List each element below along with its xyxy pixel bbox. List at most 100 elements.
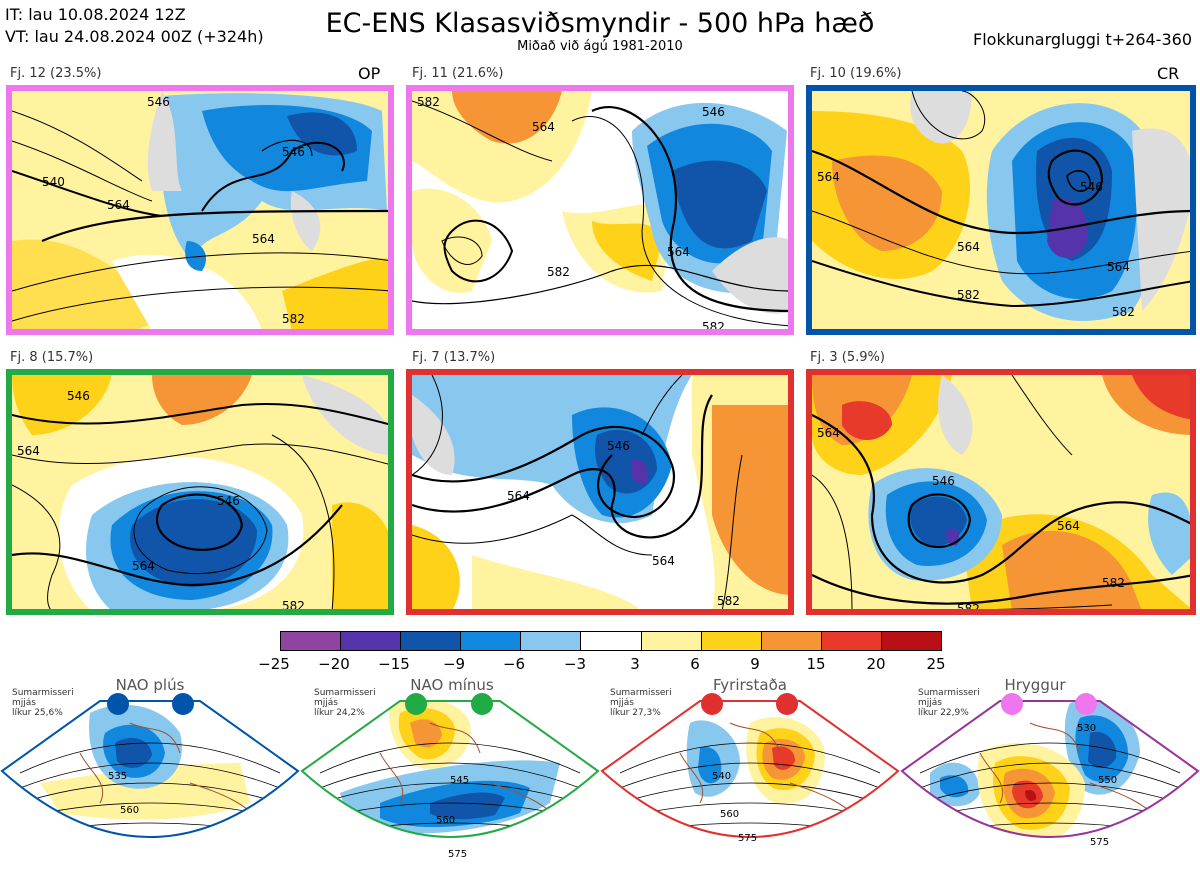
contour-label: 564 bbox=[957, 240, 980, 254]
season-label: Sumarmisseri bbox=[314, 688, 376, 698]
contour-label: 560 bbox=[720, 809, 739, 820]
colorbar bbox=[280, 631, 942, 651]
contour-label: 546 bbox=[702, 105, 725, 119]
contour-label: 540 bbox=[712, 771, 731, 782]
regime-info: Sumarmisseri mjjás líkur 24,2% bbox=[314, 688, 376, 718]
contour-label: 546 bbox=[67, 389, 90, 403]
contour-label: 546 bbox=[1080, 180, 1103, 194]
page-title: EC-ENS Klasasviðsmyndir - 500 hPa hæð bbox=[325, 8, 875, 39]
colorbar-tick: −25 bbox=[258, 655, 290, 673]
regime-name: NAO mínus bbox=[410, 676, 494, 694]
cluster-map-11[interactable]: 582 564 546 564 582 582 bbox=[406, 85, 794, 335]
init-time: IT: lau 10.08.2024 12Z bbox=[5, 5, 186, 24]
contour-label: 560 bbox=[120, 805, 139, 816]
contour-label: 575 bbox=[1090, 837, 1109, 848]
regime-map-nao-plus[interactable]: 535 560 bbox=[0, 693, 300, 868]
regime-map-ridge[interactable]: 530 550 575 bbox=[900, 693, 1200, 868]
valid-time: VT: lau 24.08.2024 00Z (+324h) bbox=[5, 27, 264, 46]
contour-label: 582 bbox=[547, 265, 570, 279]
probability-label: líkur 25,6% bbox=[12, 708, 63, 718]
contour-label: 564 bbox=[652, 554, 675, 568]
cluster-map-10[interactable]: 564 546 564 564 582 582 bbox=[806, 85, 1196, 335]
season-label: Sumarmisseri bbox=[918, 688, 980, 698]
contour-label: 564 bbox=[252, 232, 275, 246]
contour-label: 546 bbox=[147, 95, 170, 109]
season-label: Sumarmisseri bbox=[610, 688, 672, 698]
regime-marker-dot bbox=[172, 693, 194, 715]
contour-label: 540 bbox=[42, 175, 65, 189]
contour-label: 535 bbox=[108, 771, 127, 782]
colorbar-swatch bbox=[821, 632, 882, 650]
colorbar-swatch bbox=[281, 632, 342, 650]
colorbar-tick: 3 bbox=[630, 655, 640, 673]
page-subtitle: Miðað við ágú 1981-2010 bbox=[517, 39, 683, 54]
colorbar-swatch bbox=[521, 632, 582, 650]
months-label: mjjás bbox=[918, 698, 942, 708]
contour-label: 530 bbox=[1077, 723, 1096, 734]
probability-label: líkur 24,2% bbox=[314, 708, 365, 718]
panel-label: Fj. 3 (5.9%) bbox=[810, 350, 885, 365]
colorbar-tick: −6 bbox=[502, 655, 526, 673]
regime-marker-dot bbox=[471, 693, 493, 715]
regime-name: NAO plús bbox=[115, 676, 185, 694]
contour-label: 546 bbox=[932, 474, 955, 488]
regime-map-nao-minus[interactable]: 545 560 575 bbox=[300, 693, 600, 868]
panel-label: Fj. 11 (21.6%) bbox=[412, 66, 504, 81]
probability-label: líkur 27,3% bbox=[610, 708, 661, 718]
contour-label: 564 bbox=[532, 120, 555, 134]
regime-info: Sumarmisseri mjjás líkur 25,6% bbox=[12, 688, 74, 718]
colorbar-swatch bbox=[581, 632, 642, 650]
months-label: mjjás bbox=[610, 698, 634, 708]
colorbar-swatch bbox=[461, 632, 522, 650]
regime-info: Sumarmisseri mjjás líkur 27,3% bbox=[610, 688, 672, 718]
contour-label: 564 bbox=[107, 198, 130, 212]
cluster-map-8[interactable]: 564 546 546 564 582 bbox=[6, 369, 394, 615]
colorbar-tick: −9 bbox=[442, 655, 466, 673]
colorbar-tick: 15 bbox=[806, 655, 826, 673]
cluster-map-7[interactable]: 546 564 564 582 bbox=[406, 369, 794, 615]
contour-label: 582 bbox=[957, 288, 980, 302]
panel-label: Fj. 10 (19.6%) bbox=[810, 66, 902, 81]
regime-name: Fyrirstaða bbox=[713, 676, 787, 694]
cluster-map-3[interactable]: 564 546 564 582 582 bbox=[806, 369, 1196, 615]
classification-window: Flokkunargluggi t+264-360 bbox=[973, 30, 1192, 49]
regime-marker-dot bbox=[107, 693, 129, 715]
panel-label: Fj. 8 (15.7%) bbox=[10, 350, 94, 365]
regime-map-blocking[interactable]: 540 560 575 bbox=[600, 693, 900, 868]
colorbar-tick: 25 bbox=[926, 655, 946, 673]
regime-marker-dot bbox=[776, 693, 798, 715]
contour-label: 564 bbox=[507, 489, 530, 503]
months-label: mjjás bbox=[314, 698, 338, 708]
contour-label: 582 bbox=[282, 312, 305, 326]
contour-label: 582 bbox=[1102, 576, 1125, 590]
contour-label: 564 bbox=[17, 444, 40, 458]
probability-label: líkur 22,9% bbox=[918, 708, 969, 718]
contour-label: 560 bbox=[436, 815, 455, 826]
contour-label: 582 bbox=[417, 95, 440, 109]
colorbar-swatch bbox=[641, 632, 702, 650]
colorbar-swatch bbox=[341, 632, 402, 650]
regime-marker-dot bbox=[1075, 693, 1097, 715]
panel-tag: OP bbox=[358, 64, 381, 83]
contour-label: 582 bbox=[1112, 305, 1135, 319]
panel-label: Fj. 7 (13.7%) bbox=[412, 350, 496, 365]
contour-label: 564 bbox=[132, 559, 155, 573]
colorbar-swatch bbox=[881, 632, 942, 650]
cluster-map-12[interactable]: 546 540 546 564 564 582 bbox=[6, 85, 394, 335]
colorbar-swatch bbox=[401, 632, 462, 650]
contour-label: 546 bbox=[217, 494, 240, 508]
colorbar-tick: −20 bbox=[318, 655, 350, 673]
colorbar-tick: 6 bbox=[690, 655, 700, 673]
months-label: mjjás bbox=[12, 698, 36, 708]
contour-label: 564 bbox=[1107, 260, 1130, 274]
contour-label: 550 bbox=[1098, 775, 1117, 786]
colorbar-tick: 9 bbox=[750, 655, 760, 673]
regime-marker-dot bbox=[701, 693, 723, 715]
panel-tag: CR bbox=[1157, 64, 1180, 83]
contour-label: 564 bbox=[667, 245, 690, 259]
contour-label: 564 bbox=[817, 426, 840, 440]
colorbar-tick: 20 bbox=[866, 655, 886, 673]
colorbar-swatch bbox=[761, 632, 822, 650]
colorbar-tick: −3 bbox=[563, 655, 587, 673]
contour-label: 582 bbox=[282, 599, 305, 611]
